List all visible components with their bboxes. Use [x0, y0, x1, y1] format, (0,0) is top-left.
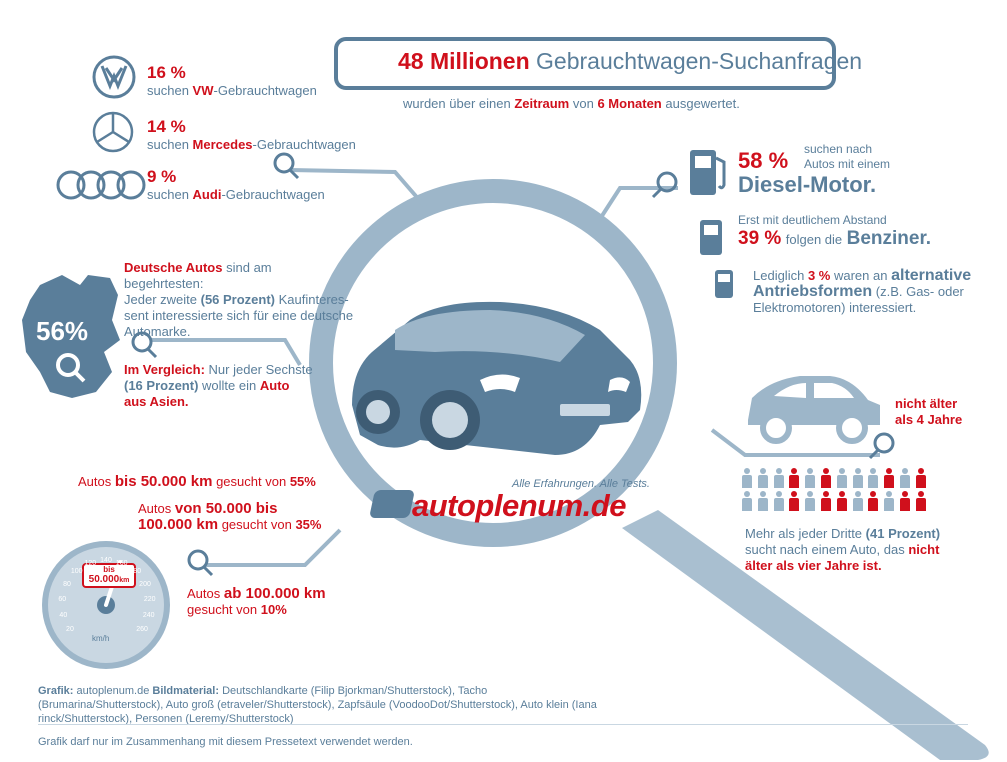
person-icon: [836, 491, 847, 511]
person-icon: [742, 491, 752, 511]
gauge-tick-label: 120: [84, 559, 97, 567]
person-icon: [915, 491, 926, 511]
gauge-tick-label: 40: [59, 611, 68, 619]
connector-germany: [150, 338, 302, 367]
person-icon: [789, 468, 800, 488]
person-icon: [805, 491, 816, 511]
mileage-2: Autos von 50.000 bis 100.000 km gesucht …: [138, 500, 322, 533]
fuel-alternative: Lediglich 3 % waren an alternative Antri…: [753, 267, 972, 316]
gauge-tick-label: 260: [136, 626, 148, 634]
person-icon: [805, 468, 816, 488]
age-text: Mehr als jeder Dritte (41 Prozent) sucht…: [745, 526, 941, 573]
person-icon: [757, 468, 768, 488]
fuel-pump-icon: [690, 150, 733, 298]
page-subtitle: wurden über einen Zeitraum von 6 Monaten…: [403, 96, 740, 111]
person-icon: [900, 468, 910, 488]
car-illustration: [352, 301, 642, 455]
magnifier-handle: [622, 510, 989, 760]
footer-divider: [38, 724, 968, 725]
brand-slogan: Alle Erfahrungen. Alle Tests.: [512, 478, 650, 490]
gauge-tick-label: 20: [66, 626, 74, 634]
germany-percent: 56%: [36, 316, 89, 346]
person-icon: [868, 491, 879, 511]
person-icon: [757, 491, 768, 511]
gauge-tick-label: 180: [129, 568, 142, 576]
brand-vw: 16 % suchen VW-Gebrauchtwagen: [147, 63, 317, 98]
person-icon: [852, 491, 863, 511]
person-icon: [884, 468, 895, 488]
title-number: 48 Millionen: [398, 48, 530, 74]
magnifier-ring: [309, 179, 677, 547]
connector-age: [710, 428, 880, 457]
small-search-icon: [131, 152, 895, 577]
fuel-benzin: Erst mit deutlichem Abstand 39 % folgen …: [738, 213, 932, 249]
gauge-tick-label: 140: [100, 557, 112, 564]
people-grid: [742, 468, 932, 512]
person-icon: [836, 468, 847, 488]
germany-text-2: Im Vergleich: Nur jeder Sechste (16 Proz…: [124, 362, 313, 409]
connector-brands: [289, 168, 430, 212]
gauge-tick-label: 240: [142, 611, 155, 619]
germany-map: [22, 275, 120, 398]
person-icon: [773, 468, 784, 488]
gauge-tick-label: 100: [70, 568, 83, 576]
person-icon: [868, 468, 879, 488]
mileage-3: Autos ab 100.000 km gesucht von 10%: [187, 585, 326, 618]
gauge-tick-label: 80: [63, 580, 71, 588]
person-icon: [852, 468, 863, 488]
mileage-1: Autos bis 50.000 km gesucht von 55%: [78, 473, 316, 490]
mercedes-logo: [92, 111, 134, 153]
page-title: 48 Millionen Gebrauchtwagen-Suchanfragen: [398, 47, 862, 75]
gauge-tick-label: 60: [58, 595, 67, 603]
gauge-badge: bis 50.000km: [82, 563, 136, 588]
gauge-tick-label: 160: [115, 559, 128, 567]
person-icon: [821, 468, 831, 488]
connector-mileage: [205, 528, 342, 567]
age-label: nicht älter als 4 Jahre: [895, 396, 963, 427]
person-icon: [789, 491, 800, 511]
audi-logo: [56, 170, 146, 200]
germany-search-icon: [56, 353, 86, 383]
germany-text-1: Deutsche Autos sind am begehrtesten: Jed…: [124, 260, 354, 339]
gauge-unit: km/h: [92, 634, 110, 643]
person-icon: [915, 468, 926, 488]
gauge-tick-label: 200: [139, 580, 151, 588]
person-icon: [884, 491, 895, 511]
gauge-tick-label: 220: [143, 595, 156, 603]
connector-fuel: [596, 186, 678, 224]
person-icon: [773, 491, 784, 511]
footer-credits: Grafik: autoplenum.de Bildmaterial: Deut…: [38, 685, 597, 725]
person-icon: [821, 491, 831, 511]
header-box: [334, 37, 836, 90]
footer-notice: Grafik darf nur im Zusammenhang mit dies…: [38, 736, 413, 748]
person-icon: [742, 468, 752, 488]
title-rest: Gebrauchtwagen-Suchanfragen: [536, 48, 863, 74]
brand-audi: 9 % suchen Audi-Gebrauchtwagen: [147, 167, 325, 202]
person-icon: [900, 491, 910, 511]
autoplenum-logo-icon: [369, 490, 415, 518]
small-car-icon: [748, 376, 880, 444]
vw-logo: [92, 55, 136, 99]
brand-mercedes: 14 % suchen Mercedes-Gebrauchtwagen: [147, 117, 356, 152]
brand-name: autoplenum.de: [412, 488, 626, 523]
